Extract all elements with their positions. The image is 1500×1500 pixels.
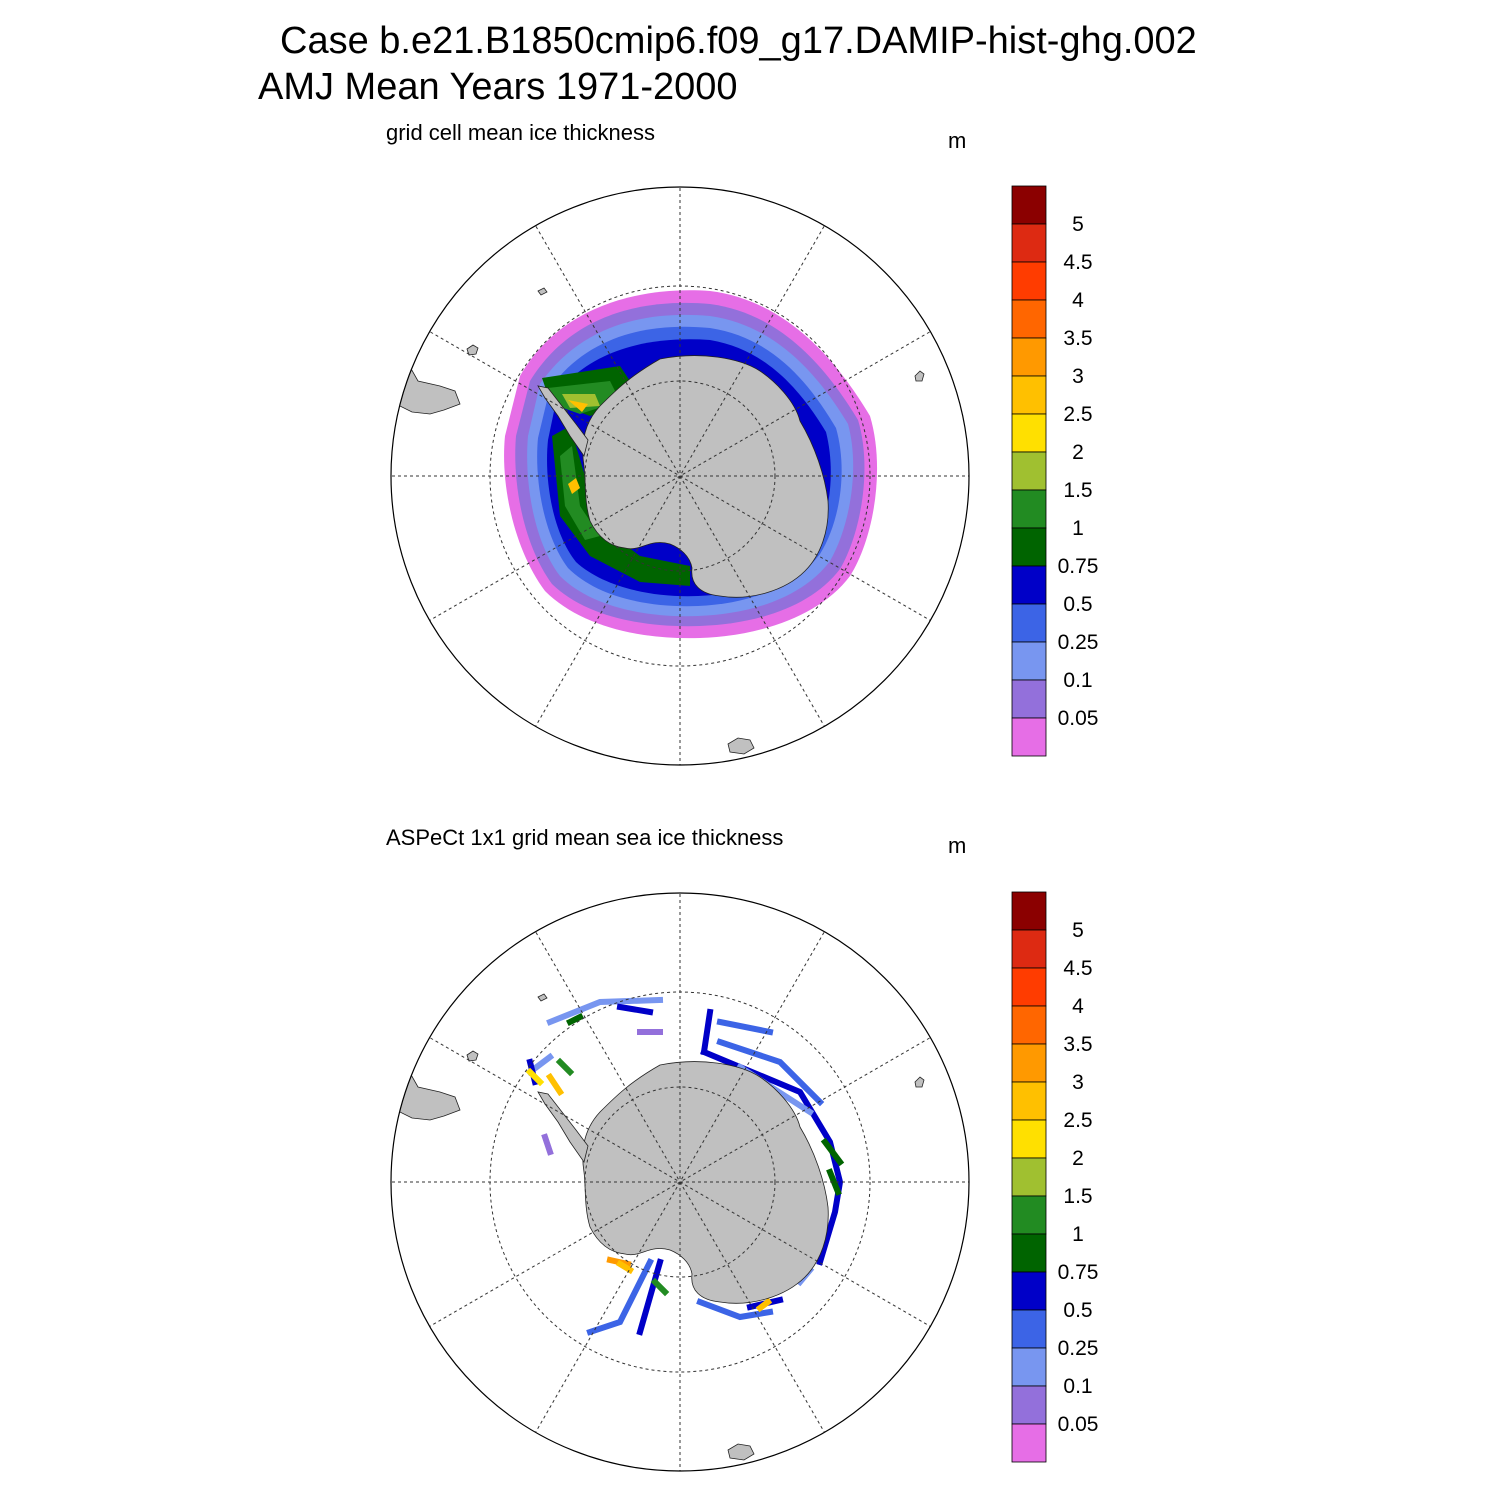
colorbar-swatch bbox=[1011, 1309, 1047, 1349]
map-boundary bbox=[390, 186, 970, 766]
island-landmass bbox=[727, 1443, 755, 1461]
map-boundary bbox=[390, 892, 970, 1472]
colorbar-swatch bbox=[1011, 413, 1047, 453]
colorbar-swatch bbox=[1011, 489, 1047, 529]
panel1-colorbar: 5 4.5 4 3.5 3 2.5 2 1.5 1 0.75 0.5 0.25 0.1 0.05 bbox=[1011, 185, 1099, 757]
colorbar-tick-label: 0.05 bbox=[1058, 707, 1099, 730]
antarctic-peninsula-landmass bbox=[537, 1091, 589, 1163]
island-landmass bbox=[914, 370, 925, 382]
colorbar-swatch bbox=[1011, 967, 1047, 1007]
colorbar-swatch bbox=[1011, 1081, 1047, 1121]
colorbar-swatch bbox=[1011, 603, 1047, 643]
sea-ice-band-1.5 bbox=[548, 381, 620, 540]
sea-ice-band-2.0 bbox=[562, 394, 600, 408]
panel1-units: m bbox=[948, 128, 967, 153]
colorbar-swatch bbox=[1011, 299, 1047, 339]
south-america-landmass bbox=[391, 1051, 461, 1121]
south-america-landmass bbox=[391, 345, 461, 415]
colorbar-tick-label: 0.5 bbox=[1063, 1299, 1092, 1322]
aspect-thick-ice-observations bbox=[525, 1012, 842, 1313]
colorbar-tick-label: 4 bbox=[1072, 995, 1084, 1018]
colorbar-swatch bbox=[1011, 527, 1047, 567]
colorbar-swatch bbox=[1011, 375, 1047, 415]
colorbar-tick-label: 3 bbox=[1072, 365, 1084, 388]
colorbar-swatch bbox=[1011, 185, 1047, 225]
panel2-units: m bbox=[948, 833, 967, 858]
colorbar-tick-label: 0.1 bbox=[1063, 1375, 1092, 1398]
colorbar-swatch bbox=[1011, 223, 1047, 263]
colorbar-swatch bbox=[1011, 641, 1047, 681]
colorbar-tick-label: 3 bbox=[1072, 1071, 1084, 1094]
colorbar-tick-label: 2 bbox=[1072, 441, 1084, 464]
figure-title-case: Case b.e21.B1850cmip6.f09_g17.DAMIP-hist… bbox=[280, 20, 1197, 62]
colorbar-tick-label: 0.25 bbox=[1058, 1337, 1099, 1360]
colorbar-swatch bbox=[1011, 717, 1047, 757]
colorbar-swatch bbox=[1011, 1385, 1047, 1425]
colorbar-swatch bbox=[1011, 337, 1047, 377]
colorbar-swatch bbox=[1011, 451, 1047, 491]
colorbar-tick-label: 0.05 bbox=[1058, 1413, 1099, 1436]
graticule bbox=[391, 893, 969, 1471]
colorbar-tick-label: 0.75 bbox=[1058, 1261, 1099, 1284]
panel2-polar-map bbox=[390, 892, 970, 1472]
colorbar-tick-label: 4 bbox=[1072, 289, 1084, 312]
colorbar-tick-label: 5 bbox=[1072, 919, 1084, 942]
island-landmass bbox=[537, 287, 548, 296]
colorbar-swatch bbox=[1011, 261, 1047, 301]
colorbar-tick-label: 0.1 bbox=[1063, 669, 1092, 692]
colorbar-tick-label: 1.5 bbox=[1063, 1185, 1092, 1208]
sea-ice-band-1.0 bbox=[542, 366, 690, 586]
colorbar-swatch bbox=[1011, 1423, 1047, 1463]
panel2-title: ASPeCt 1x1 grid mean sea ice thickness bbox=[386, 825, 784, 850]
sea-ice-band-2.5 bbox=[568, 400, 588, 494]
colorbar-swatch bbox=[1011, 1233, 1047, 1273]
panel1-title: grid cell mean ice thickness bbox=[386, 120, 656, 145]
colorbar-swatch bbox=[1011, 1347, 1047, 1387]
colorbar-swatch bbox=[1011, 1043, 1047, 1083]
colorbar-tick-label: 4.5 bbox=[1063, 251, 1092, 274]
island-landmass bbox=[914, 1076, 925, 1088]
island-landmass bbox=[727, 737, 755, 755]
colorbar-swatch bbox=[1011, 1119, 1047, 1159]
colorbar-tick-label: 2.5 bbox=[1063, 403, 1092, 426]
colorbar-swatch bbox=[1011, 1157, 1047, 1197]
colorbar-tick-label: 2 bbox=[1072, 1147, 1084, 1170]
colorbar-tick-label: 3.5 bbox=[1063, 327, 1092, 350]
colorbar-tick-label: 2.5 bbox=[1063, 1109, 1092, 1132]
colorbar-tick-label: 1 bbox=[1072, 517, 1084, 540]
colorbar-swatch bbox=[1011, 679, 1047, 719]
colorbar-tick-label: 0.75 bbox=[1058, 555, 1099, 578]
colorbar-swatch bbox=[1011, 1005, 1047, 1045]
colorbar-swatch bbox=[1011, 565, 1047, 605]
figure-title-period: AMJ Mean Years 1971-2000 bbox=[258, 66, 738, 108]
panel1-polar-map bbox=[390, 186, 970, 766]
colorbar-tick-label: 1 bbox=[1072, 1223, 1084, 1246]
colorbar-swatch bbox=[1011, 1271, 1047, 1311]
colorbar-swatch bbox=[1011, 929, 1047, 969]
colorbar-tick-label: 4.5 bbox=[1063, 957, 1092, 980]
graticule bbox=[391, 187, 969, 765]
antarctic-peninsula-landmass bbox=[537, 385, 589, 457]
island-landmass bbox=[537, 993, 548, 1002]
colorbar-tick-label: 3.5 bbox=[1063, 1033, 1092, 1056]
colorbar-swatch bbox=[1011, 891, 1047, 931]
colorbar-tick-label: 1.5 bbox=[1063, 479, 1092, 502]
colorbar-swatch bbox=[1011, 1195, 1047, 1235]
colorbar-tick-label: 0.25 bbox=[1058, 631, 1099, 654]
panel2-colorbar: 5 4.5 4 3.5 3 2.5 2 1.5 1 0.75 0.5 0.25 0.1 0.05 bbox=[1011, 891, 1099, 1463]
colorbar-tick-label: 5 bbox=[1072, 213, 1084, 236]
colorbar-tick-label: 0.5 bbox=[1063, 593, 1092, 616]
